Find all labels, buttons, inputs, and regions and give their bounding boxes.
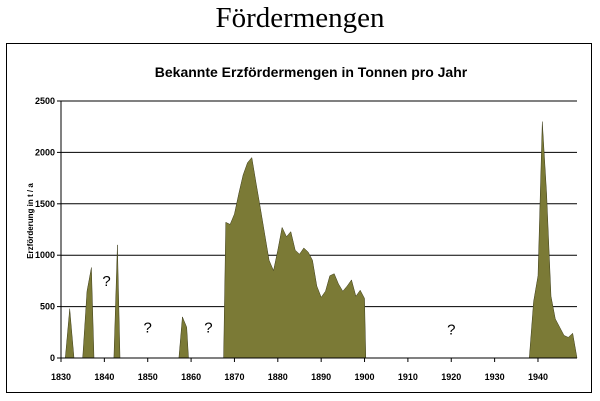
area-segment-5	[223, 156, 367, 359]
area-segment-4	[178, 316, 189, 359]
x-tick-label-1860: 1860	[181, 372, 201, 382]
y-tick-label-500: 500	[40, 302, 55, 312]
y-tick-label-1000: 1000	[35, 250, 55, 260]
x-tick-label-1830: 1830	[51, 372, 71, 382]
area-series	[65, 121, 578, 359]
y-axis-label: Erzförderung in t / a	[26, 183, 35, 259]
x-tick-label-1880: 1880	[268, 372, 288, 382]
annotations: ????	[102, 273, 455, 338]
annotation-question-mark-3: ?	[204, 319, 212, 336]
x-tick-label-1910: 1910	[398, 372, 418, 382]
y-tick-label-2000: 2000	[35, 147, 55, 157]
y-tick-label-0: 0	[50, 353, 55, 363]
x-tick-label-1850: 1850	[138, 372, 158, 382]
x-tick-label-1900: 1900	[355, 372, 375, 382]
x-tick-label-1940: 1940	[528, 372, 548, 382]
tick-labels: 0 500 1000 1500 2000 2500 1830 1840 1850 1860 1870…	[35, 96, 548, 382]
axes	[57, 100, 577, 362]
annotation-question-mark-4: ?	[447, 321, 455, 338]
chart-frame: Bekannte Erzfördermengen in Tonnen pro J…	[6, 43, 592, 393]
x-tick-label-1870: 1870	[224, 372, 244, 382]
x-tick-label-1930: 1930	[485, 372, 505, 382]
y-tick-label-2500: 2500	[35, 96, 55, 106]
area-segment-2	[82, 267, 95, 359]
annotation-question-mark-1: ?	[102, 273, 110, 290]
y-tick-label-1500: 1500	[35, 199, 55, 209]
page-title: Fördermengen	[215, 2, 385, 34]
x-tick-label-1920: 1920	[441, 372, 461, 382]
area-segment-3	[113, 244, 121, 359]
grid-lines	[61, 100, 577, 308]
x-tick-label-1840: 1840	[94, 372, 114, 382]
chart-title: Bekannte Erzfördermengen in Tonnen pro J…	[155, 64, 468, 80]
chart-svg: Bekannte Erzfördermengen in Tonnen pro J…	[26, 64, 578, 382]
area-segment-6	[529, 121, 578, 359]
annotation-question-mark-2: ?	[144, 319, 152, 336]
x-tick-label-1890: 1890	[311, 372, 331, 382]
area-segment-1	[65, 308, 75, 359]
